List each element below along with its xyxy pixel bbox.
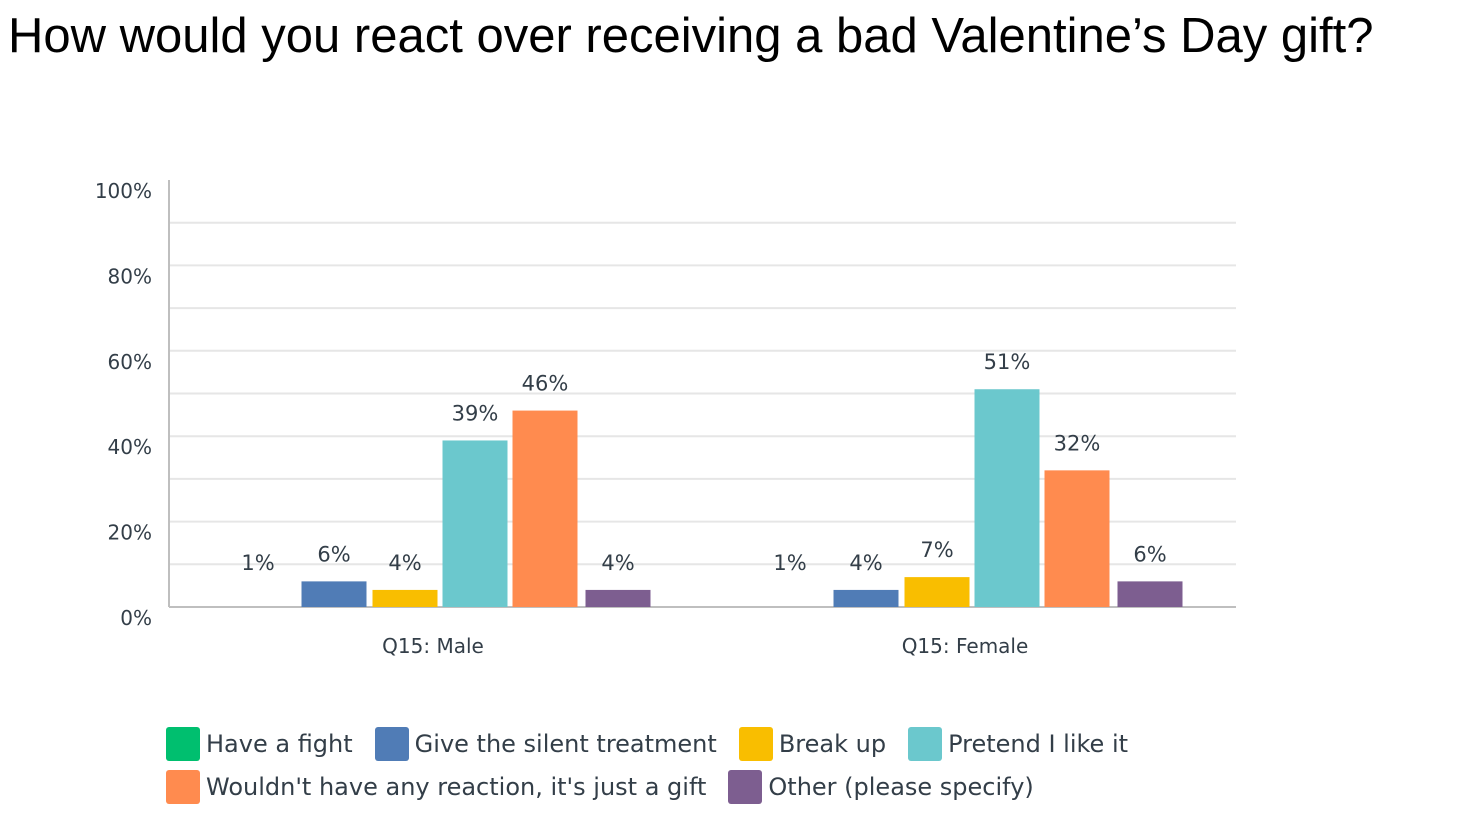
legend-row: Wouldn't have any reaction, it's just a … (166, 770, 1266, 804)
bar (301, 581, 367, 607)
x-category-label: Q15: Female (902, 634, 1029, 658)
bars (301, 389, 1183, 607)
bar (1117, 581, 1183, 607)
legend-label: Break up (778, 730, 887, 758)
bar (833, 589, 899, 607)
legend-label: Wouldn't have any reaction, it's just a … (206, 773, 707, 801)
legend-item: Other (please specify) (728, 770, 1034, 804)
data-label: 7% (920, 538, 953, 562)
page-title: How would you react over receiving a bad… (8, 9, 1374, 63)
y-tick-label: 60% (108, 350, 152, 374)
legend-item: Give the silent treatment (374, 727, 717, 761)
y-tick-label: 80% (108, 264, 152, 288)
data-label: 4% (601, 551, 634, 575)
data-label: 1% (773, 551, 806, 575)
legend-item: Break up (738, 727, 887, 761)
y-tick-label: 0% (120, 606, 152, 630)
legend-label: Give the silent treatment (414, 730, 717, 758)
bar (904, 577, 970, 607)
data-labels: 1% 6% 4% 39% 46% 4% 1% 4% 7% 51% 32% 6% (241, 350, 1166, 575)
legend: Have a fight Give the silent treatment Bre… (166, 727, 1266, 813)
legend-row: Have a fight Give the silent treatment Bre… (166, 727, 1266, 761)
bar (372, 589, 438, 607)
legend-swatch (738, 727, 773, 761)
grid-lines (169, 221, 1236, 566)
y-tick-label: 20% (108, 521, 152, 545)
legend-swatch (908, 727, 943, 761)
legend-swatch (166, 727, 200, 761)
x-category-label: Q15: Male (382, 634, 484, 658)
legend-label: Other (please specify) (768, 773, 1034, 801)
data-label: 39% (452, 401, 499, 425)
y-tick-label: 40% (108, 435, 152, 459)
bar (512, 410, 578, 607)
legend-swatch (374, 727, 409, 761)
bar (1044, 470, 1110, 607)
legend-item: Wouldn't have any reaction, it's just a … (166, 770, 706, 804)
data-label: 46% (522, 372, 569, 396)
bar (585, 589, 651, 607)
legend-label: Have a fight (206, 730, 353, 758)
data-label: 6% (317, 542, 350, 566)
legend-item: Have a fight (166, 727, 353, 761)
data-label: 1% (241, 551, 274, 575)
legend-swatch (166, 770, 200, 804)
data-label: 51% (984, 350, 1031, 374)
data-label: 6% (1133, 542, 1166, 566)
y-tick-label: 100% (95, 179, 152, 203)
data-label: 4% (388, 551, 421, 575)
legend-swatch (728, 770, 763, 804)
legend-item: Pretend I like it (908, 727, 1128, 761)
bar (442, 440, 508, 607)
legend-label: Pretend I like it (948, 730, 1129, 758)
bar (974, 389, 1040, 607)
data-label: 4% (849, 551, 882, 575)
data-label: 32% (1054, 431, 1101, 455)
